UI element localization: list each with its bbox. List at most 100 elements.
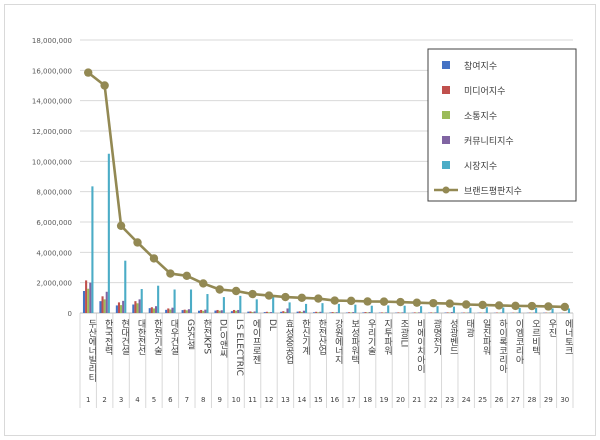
bar-커뮤니티지수-6	[171, 307, 174, 313]
category-label: 일진파워	[481, 319, 491, 356]
bar-시장지수-19	[387, 305, 390, 313]
bar-시장지수-27	[518, 307, 521, 313]
legend-swatch	[442, 136, 450, 144]
bar-커뮤니티지수-3	[122, 300, 125, 313]
bar-시장지수-1	[91, 186, 94, 313]
point-브랜드평판지수-25	[478, 300, 487, 310]
point-브랜드평판지수-9	[215, 285, 224, 294]
legend-marker	[442, 186, 450, 194]
category-label: 하이록코리아	[497, 319, 507, 374]
bar-시장지수-17	[354, 304, 357, 313]
bar-소통지수-14	[300, 311, 303, 313]
bar-소통지수-13	[284, 311, 287, 313]
bar-시장지수-4	[140, 289, 143, 313]
category-label: 조광ILI	[398, 319, 408, 347]
point-브랜드평판지수-11	[248, 289, 257, 299]
bar-시장지수-25	[485, 307, 488, 313]
bar-미디어지수-1	[85, 280, 88, 313]
bar-커뮤니티지수-19	[385, 312, 388, 313]
bar-시장지수-26	[502, 307, 505, 313]
point-브랜드평판지수-20	[396, 297, 405, 307]
category-label: 비에이치아이	[415, 319, 425, 374]
y-tick-label: 4,000,000	[36, 249, 72, 257]
point-브랜드평판지수-27	[511, 301, 520, 311]
category-label: 우리기술	[366, 319, 376, 355]
y-tick-label: 0	[68, 310, 72, 318]
bar-시장지수-22	[436, 306, 439, 313]
bar-참여지수-13	[280, 311, 283, 313]
bar-참여지수-5	[148, 308, 151, 313]
bar-참여지수-6	[165, 309, 168, 313]
category-label: 오르비텍	[530, 319, 540, 356]
bar-미디어지수-6	[167, 308, 170, 313]
bar-시장지수-28	[535, 307, 538, 313]
point-브랜드평판지수-3	[116, 221, 126, 230]
rank-label: 17	[347, 396, 356, 404]
category-label: 두산에너빌리티	[86, 319, 96, 383]
bar-시장지수-21	[420, 306, 423, 313]
point-브랜드평판지수-17	[346, 296, 356, 306]
point-브랜드평판지수-30	[560, 302, 569, 312]
rank-label: 12	[265, 396, 274, 404]
point-브랜드평판지수-2	[100, 81, 109, 90]
rank-label: 14	[297, 396, 306, 404]
legend-label: 시장지수	[464, 161, 497, 172]
rank-label: 27	[511, 396, 520, 404]
bar-시장지수-14	[305, 303, 308, 313]
category-label: 효성중공업	[283, 319, 293, 364]
bar-미디어지수-22	[430, 312, 433, 313]
category-label: 대한전선	[136, 319, 146, 355]
category-label: 강원에너지	[333, 319, 343, 365]
bar-미디어지수-2	[101, 296, 104, 313]
category-label: 한신기계	[300, 319, 310, 356]
bar-미디어지수-7	[183, 309, 186, 313]
bar-미디어지수-4	[134, 301, 137, 313]
bar-소통지수-9	[218, 310, 221, 313]
point-브랜드평판지수-21	[412, 298, 422, 307]
bar-미디어지수-15	[315, 311, 318, 313]
rank-label: 15	[314, 396, 323, 404]
bar-시장지수-29	[551, 308, 554, 313]
bar-참여지수-9	[214, 310, 217, 313]
bar-미디어지수-9	[216, 309, 219, 313]
category-label: DL이앤씨	[218, 319, 228, 358]
bar-소통지수-15	[317, 312, 320, 313]
rank-label: 13	[281, 396, 290, 404]
bar-시장지수-3	[124, 260, 127, 313]
bar-소통지수-18	[366, 312, 369, 313]
category-label: GS건설	[185, 319, 195, 350]
bar-참여지수-16	[329, 312, 332, 313]
legend-swatch	[442, 61, 450, 69]
category-label: 에너토크	[563, 319, 573, 355]
bar-참여지수-4	[132, 304, 135, 313]
bar-시장지수-20	[403, 305, 406, 313]
bar-커뮤니티지수-18	[368, 312, 371, 313]
bar-미디어지수-12	[265, 311, 268, 313]
bar-미디어지수-21	[413, 312, 416, 313]
bar-소통지수-2	[103, 299, 106, 313]
category-label: 에이프로젠	[251, 319, 261, 364]
bar-미디어지수-5	[150, 307, 153, 313]
bar-참여지수-2	[99, 301, 102, 313]
bar-커뮤니티지수-23	[450, 312, 453, 313]
bar-시장지수-5	[157, 285, 160, 313]
bar-커뮤니티지수-21	[417, 312, 421, 313]
bar-커뮤니티지수-5	[155, 306, 158, 313]
y-tick-label: 18,000,000	[32, 37, 72, 45]
point-브랜드평판지수-7	[182, 271, 192, 281]
category-label: 광명전기	[431, 318, 441, 356]
bar-참여지수-14	[296, 311, 299, 313]
legend-label: 브랜드평판지수	[464, 186, 522, 197]
category-label: 지투파워	[382, 319, 392, 356]
rank-label: 28	[527, 396, 536, 404]
y-tick-label: 2,000,000	[36, 280, 72, 288]
bar-미디어지수-3	[117, 302, 121, 313]
bar-소통지수-17	[350, 312, 353, 313]
bar-커뮤니티지수-1	[89, 282, 92, 313]
legend-box	[427, 48, 577, 202]
bar-참여지수-1	[82, 291, 86, 313]
rank-label: 3	[119, 396, 123, 404]
bar-소통지수-6	[169, 309, 172, 313]
y-tick-label: 14,000,000	[32, 98, 72, 106]
